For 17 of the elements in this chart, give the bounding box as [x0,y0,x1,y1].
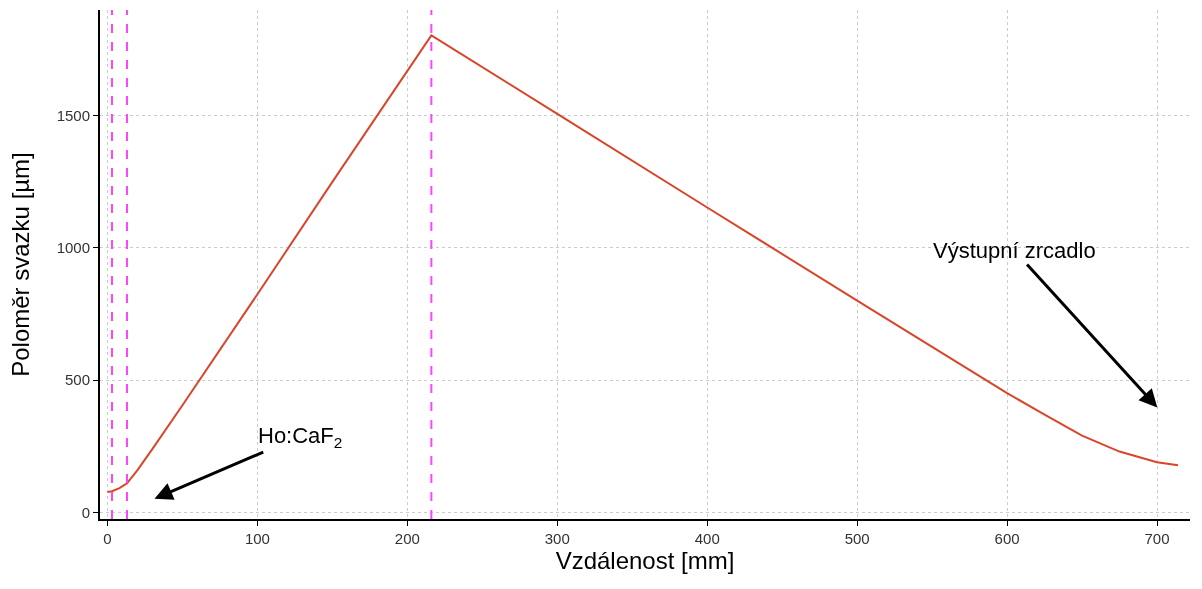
x-axis-title: Vzdálenost [mm] [555,547,735,574]
y-axis-title: Poloměr svazku [µm] [7,152,35,377]
x-tick-label: 600 [994,530,1020,547]
x-tick-label: 500 [844,530,870,547]
x-tick-label: 0 [103,530,112,547]
y-tick-label: 500 [64,371,90,389]
y-tick-label: 1500 [56,107,90,125]
x-tick-label: 700 [1144,530,1170,547]
x-tick-label: 200 [394,530,420,547]
annotation: Ho:CaF$_{2}$ [258,423,343,451]
annotation: Výstupní zrcadlo [933,238,1096,263]
x-tick-label: 100 [244,530,270,547]
line-series [106,34,1180,494]
y-tick-label: 1000 [56,239,90,257]
x-tick-label: 400 [694,530,720,547]
x-tick-label: 300 [544,530,570,547]
y-tick-label: 0 [81,503,90,521]
